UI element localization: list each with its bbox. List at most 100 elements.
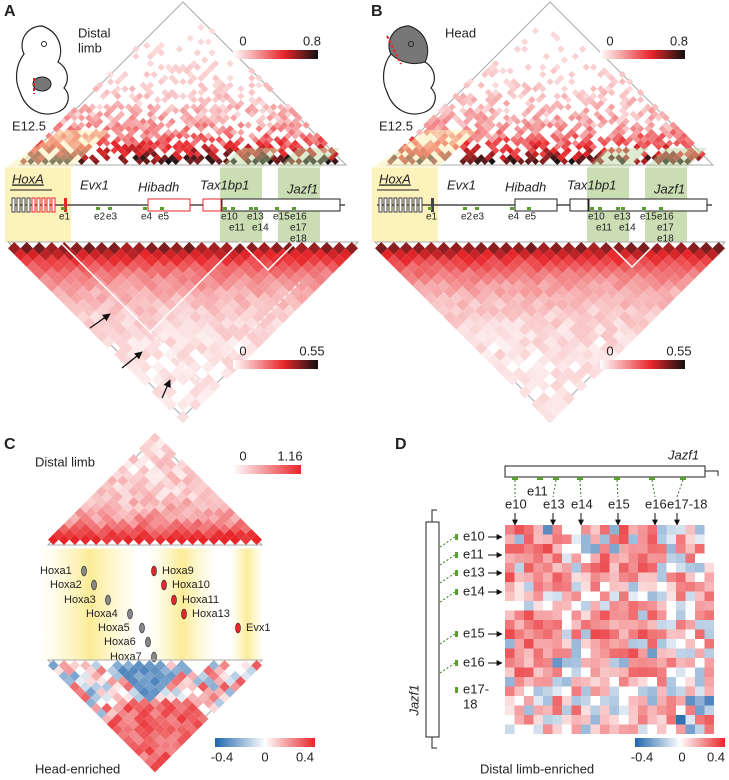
- heatmap-cell: [657, 591, 667, 601]
- heatmap-cell: [636, 88, 645, 97]
- heatmap-cell: [619, 629, 629, 639]
- heatmap-cell: [101, 512, 113, 524]
- heatmap-cell: [144, 660, 155, 671]
- heatmap-cell: [539, 157, 547, 165]
- heatmap-cell: [172, 107, 180, 115]
- heatmap-cell: [58, 534, 70, 545]
- heatmap-cell: [622, 117, 630, 126]
- heatmap-cell: [273, 157, 281, 165]
- heatmap-cell: [183, 125, 191, 133]
- heatmap-cell: [685, 544, 695, 554]
- heatmap-cell: [676, 686, 686, 696]
- heatmap-cell: [96, 103, 104, 111]
- heatmap-cell: [609, 601, 619, 611]
- heatmap-cell: [552, 677, 562, 687]
- heatmap-cell: [157, 49, 165, 57]
- heatmap-cell: [636, 132, 645, 140]
- heatmap-cell: [586, 96, 594, 104]
- heatmap-cell: [143, 41, 151, 50]
- heatmap-cell: [459, 157, 467, 165]
- heatmap-cell: [146, 52, 155, 60]
- heatmap-cell: [552, 544, 562, 554]
- heatmap-cell: [539, 150, 547, 158]
- label: E12.5: [12, 118, 46, 133]
- heatmap-cell: [112, 681, 123, 693]
- heatmap-cell: [564, 146, 572, 155]
- heatmap-cell: [665, 154, 674, 162]
- heatmap-cell: [70, 121, 78, 129]
- label: 0: [606, 33, 613, 48]
- heatmap-cell: [481, 70, 489, 79]
- heatmap-cell: [560, 56, 569, 64]
- heatmap-cell: [133, 480, 145, 492]
- heatmap-cell: [622, 96, 630, 104]
- heatmap-cell: [581, 563, 591, 573]
- heatmap-cell: [657, 620, 667, 630]
- heatmap-cell: [80, 660, 91, 671]
- heatmap-cell: [657, 686, 667, 696]
- heatmap-cell: [112, 660, 123, 671]
- heatmap-cell: [662, 121, 670, 129]
- label: e4: [141, 212, 153, 223]
- heatmap-cell: [619, 601, 629, 611]
- evx1-gene: [431, 198, 434, 212]
- heatmap-cell: [133, 459, 145, 471]
- heatmap-cell: [510, 114, 518, 122]
- heatmap-cell: [155, 724, 166, 735]
- heatmap-cell: [609, 629, 619, 639]
- heatmap-cell: [666, 620, 676, 630]
- gene-icon: [151, 565, 157, 577]
- heatmap-cell: [473, 121, 482, 129]
- heatmap-cell: [488, 150, 496, 158]
- heatmap-cell: [128, 528, 139, 540]
- heatmap-cell: [128, 740, 139, 751]
- heatmap-cell: [226, 103, 234, 111]
- heatmap-cell: [562, 639, 572, 649]
- heatmap-cell: [466, 99, 474, 108]
- heatmap-cell: [149, 486, 161, 497]
- heatmap-cell: [233, 110, 241, 118]
- heatmap-cell: [251, 660, 262, 671]
- label: e15: [273, 212, 290, 223]
- heatmap-cell: [550, 67, 558, 75]
- tad-dashed: [119, 281, 301, 383]
- heatmap-cell: [568, 70, 576, 79]
- heatmap-cell: [122, 491, 134, 503]
- heatmap-cell: [514, 572, 524, 582]
- heatmap-cell: [85, 676, 97, 687]
- heatmap-cell: [144, 480, 155, 492]
- heatmap-cell: [589, 85, 598, 93]
- hoxa-gene: [46, 197, 51, 213]
- heatmap-cell: [651, 110, 659, 118]
- heatmap-cell: [74, 528, 86, 540]
- heatmap-cell: [117, 110, 126, 118]
- heatmap-cell: [590, 724, 600, 734]
- heatmap-cell: [331, 157, 339, 165]
- heatmap-cell: [255, 154, 263, 162]
- heatmap-cell: [466, 150, 474, 158]
- heatmap-cell: [262, 81, 270, 89]
- heatmap-cell: [298, 146, 307, 155]
- heatmap-cell: [695, 705, 705, 715]
- heatmap-cell: [459, 99, 467, 108]
- heatmap-cell: [201, 85, 209, 93]
- heatmap-cell: [208, 502, 220, 513]
- heatmap-cell: [607, 88, 616, 97]
- heatmap-cell: [619, 724, 629, 734]
- heatmap-cell: [505, 572, 515, 582]
- heatmap-cell: [280, 136, 289, 144]
- heatmap-cell: [277, 146, 285, 155]
- locus-band: [230, 548, 264, 660]
- hoxa-gene: [41, 197, 46, 213]
- heatmap-cell: [552, 591, 562, 601]
- heatmap-cell: [622, 125, 630, 133]
- heatmap-cell: [101, 480, 113, 492]
- heatmap-cell: [430, 121, 438, 129]
- element-mark: [510, 207, 514, 210]
- element-mark: [475, 207, 479, 210]
- heatmap-cell: [492, 67, 500, 75]
- heatmap-cell: [647, 629, 657, 639]
- heatmap-cell: [291, 117, 299, 126]
- heatmap-cell: [590, 601, 600, 611]
- heatmap-cell: [694, 154, 703, 162]
